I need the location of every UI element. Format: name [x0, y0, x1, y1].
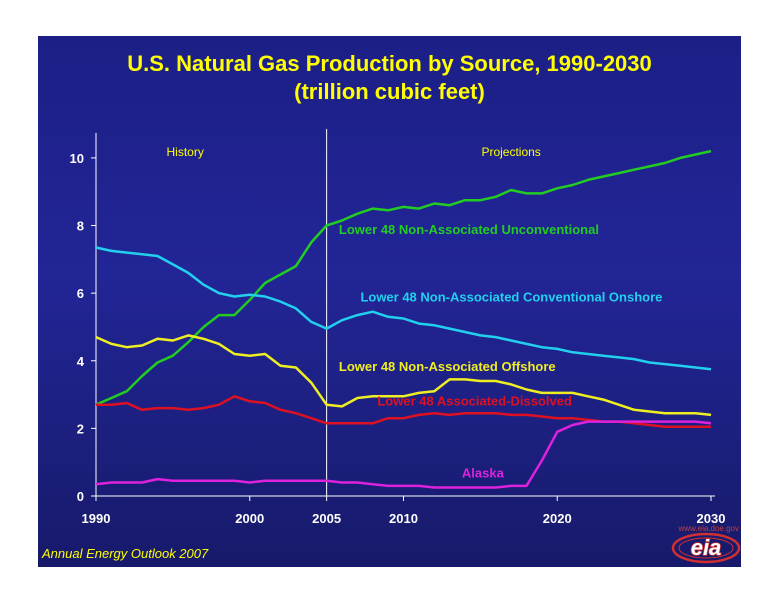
series-label-1: Lower 48 Non-Associated Unconventional: [339, 222, 599, 237]
y-tick-label: 8: [77, 219, 84, 234]
y-tick-label: 6: [77, 286, 84, 301]
x-tick-label: 2010: [389, 511, 418, 526]
eia-logo-icon: eia: [671, 532, 741, 564]
x-tick-label: 2020: [543, 511, 572, 526]
region-label: History: [167, 145, 204, 159]
series-line-3: [95, 334, 712, 417]
series-label-5: Alaska: [462, 465, 505, 480]
x-tick-label: 1990: [82, 511, 111, 526]
x-tick-label: 2000: [235, 511, 264, 526]
title-line-1: U.S. Natural Gas Production by Source, 1…: [127, 51, 652, 76]
x-tick-label: 2005: [312, 511, 341, 526]
svg-text:eia: eia: [691, 535, 722, 560]
y-tick-label: 4: [77, 354, 85, 369]
y-tick-label: 0: [77, 489, 84, 504]
title-line-2: (trillion cubic feet): [294, 79, 485, 104]
line-chart: 0 2 4 6 8 10 1990 2000 2005 2010 2020 2030 History Pr…: [70, 129, 726, 526]
y-tick-label: 2: [77, 421, 84, 436]
series-line-2: [95, 246, 712, 371]
series-label-4: Lower 48 Associated-Dissolved: [377, 393, 572, 408]
chart-title: U.S. Natural Gas Production by Source, 1…: [38, 50, 741, 106]
series-label-2: Lower 48 Non-Associated Conventional Ons…: [360, 290, 662, 305]
y-tick-label: 10: [70, 151, 84, 166]
series-line-5: [95, 420, 712, 489]
region-label: Projections: [481, 145, 540, 159]
eia-url-text: www.eia.doe.gov: [678, 524, 739, 533]
slide-background: U.S. Natural Gas Production by Source, 1…: [38, 36, 741, 567]
series-label-3: Lower 48 Non-Associated Offshore: [339, 359, 556, 374]
x-tick-label: 2030: [697, 511, 726, 526]
source-note: Annual Energy Outlook 2007: [42, 546, 209, 561]
series-line-1: [95, 149, 712, 406]
